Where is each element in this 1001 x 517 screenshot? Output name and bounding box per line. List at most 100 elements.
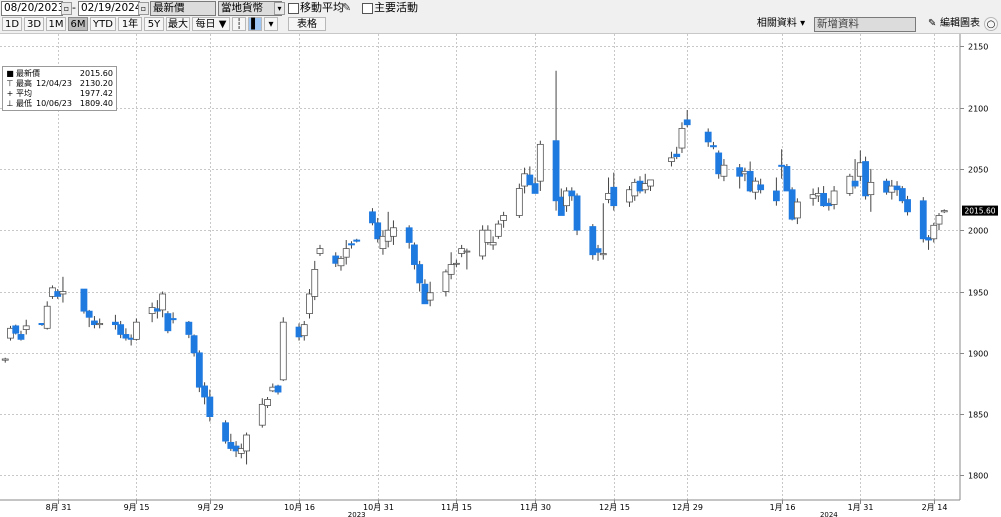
candle-body bbox=[222, 422, 229, 442]
x-tick-label: 9月 29 bbox=[198, 503, 224, 512]
candle bbox=[337, 255, 345, 271]
candle bbox=[190, 334, 198, 357]
candle-body bbox=[316, 248, 324, 254]
legend-high-name: 最高 bbox=[16, 79, 32, 88]
candle bbox=[195, 350, 203, 393]
candle bbox=[452, 259, 460, 267]
y-tick-label: 1800 bbox=[968, 472, 988, 481]
candle-body bbox=[80, 288, 88, 312]
legend-row-average: + 平均 1977.42 bbox=[6, 89, 113, 99]
last-price-tag-label: 2015.60 bbox=[964, 207, 995, 216]
pencil-icon[interactable]: ✎ bbox=[342, 1, 352, 14]
y-tick-label: 2150 bbox=[968, 43, 988, 52]
zoom-icon[interactable]: ○ bbox=[984, 17, 998, 31]
legend-last-value: 2015.60 bbox=[79, 69, 113, 78]
candle bbox=[757, 178, 765, 194]
moving-average-label: 移動平均 bbox=[300, 1, 344, 14]
candle bbox=[379, 230, 387, 255]
period-1y-button[interactable]: 1年 bbox=[118, 17, 142, 31]
candle-body bbox=[59, 291, 67, 295]
candle bbox=[164, 311, 172, 334]
period-1m-button[interactable]: 1M bbox=[46, 17, 66, 31]
candle bbox=[809, 188, 817, 206]
related-data-button[interactable]: 相關資料 ▾ bbox=[756, 18, 806, 29]
candle bbox=[904, 195, 911, 216]
candle bbox=[772, 177, 780, 206]
major-events-checkbox[interactable] bbox=[362, 3, 373, 14]
period-ytd-button[interactable]: YTD bbox=[90, 17, 116, 31]
chart-toolbar-top: 08/20/2023 ▫ - 02/19/2024 ▫ 最新價 當地貨幣 ▾ 移… bbox=[0, 0, 1001, 16]
candle bbox=[851, 159, 859, 189]
candle bbox=[715, 150, 723, 179]
legend-row-low: ⊥ 最低 10/06/23 1809.40 bbox=[6, 99, 113, 109]
chart-legend: ■ 最新價 2015.60 ⊤ 最高 12/04/23 2130.20 + 平均… bbox=[2, 66, 117, 111]
period-1d-button[interactable]: 1D bbox=[2, 17, 22, 31]
candle bbox=[91, 316, 98, 329]
candle-body bbox=[227, 441, 235, 449]
candle-body bbox=[206, 396, 214, 418]
edit-chart-button[interactable]: 編輯圖表 bbox=[940, 18, 980, 29]
x-tick-label: 10月 16 bbox=[284, 503, 315, 512]
candle-body bbox=[715, 152, 723, 175]
last-price-tag-group: 2015.60 bbox=[962, 205, 998, 216]
candle bbox=[610, 172, 618, 211]
candle bbox=[778, 149, 786, 179]
price-chart[interactable]: 1800 1850 1900 1950 2000 2050 2100 2150 8月 31 9月… bbox=[0, 34, 1001, 517]
candle-body bbox=[589, 226, 597, 256]
candle-body bbox=[935, 215, 943, 225]
currency-dropdown[interactable]: 當地貨幣 bbox=[218, 1, 282, 16]
candle-body bbox=[683, 119, 691, 126]
candle-body bbox=[940, 210, 948, 213]
candle bbox=[536, 140, 544, 191]
candle bbox=[306, 289, 313, 319]
legend-row-high: ⊤ 最高 12/04/23 2130.20 bbox=[6, 79, 113, 89]
moving-average-checkbox[interactable] bbox=[288, 3, 299, 14]
candle bbox=[573, 193, 581, 236]
y-tick-label: 2050 bbox=[968, 166, 988, 175]
date-separator: - bbox=[72, 1, 76, 14]
end-calendar-icon[interactable]: ▫ bbox=[138, 2, 149, 15]
candle bbox=[348, 241, 355, 249]
chevron-down-icon[interactable]: ▾ bbox=[274, 2, 285, 15]
add-data-field[interactable]: 新增資料 bbox=[814, 17, 916, 32]
candle-body bbox=[463, 250, 471, 253]
candle-body bbox=[809, 194, 817, 199]
candle bbox=[390, 220, 397, 245]
frequency-dropdown[interactable]: 每日 ▼ bbox=[192, 17, 230, 31]
period-5y-button[interactable]: 5Y bbox=[144, 17, 164, 31]
candlestick-icon[interactable]: ┆ bbox=[232, 17, 246, 31]
legend-average-value: 1977.42 bbox=[79, 89, 113, 98]
candle bbox=[132, 318, 140, 341]
candle-body bbox=[43, 305, 51, 329]
candle bbox=[940, 209, 948, 214]
candle-body bbox=[668, 157, 675, 162]
candle-body bbox=[426, 292, 434, 301]
chart-type-chevron-icon[interactable]: ▾ bbox=[264, 17, 278, 31]
table-button[interactable]: 表格 bbox=[288, 17, 326, 31]
candle bbox=[201, 382, 208, 405]
candle bbox=[720, 159, 728, 182]
period-3d-button[interactable]: 3D bbox=[24, 17, 44, 31]
candle bbox=[85, 309, 93, 328]
start-calendar-icon[interactable]: ▫ bbox=[61, 2, 72, 15]
price-field-dropdown[interactable]: 最新價 bbox=[150, 1, 216, 16]
legend-low-name: 最低 bbox=[16, 99, 32, 108]
candle bbox=[531, 177, 539, 194]
candle-body bbox=[22, 325, 30, 330]
candle-body bbox=[641, 183, 649, 191]
bar-chart-icon[interactable]: ▌ bbox=[248, 17, 262, 31]
start-date-field[interactable]: 08/20/2023 bbox=[1, 1, 63, 16]
candle-body bbox=[85, 310, 93, 318]
candle-body bbox=[573, 195, 581, 231]
edit-chart-pencil-icon[interactable]: ✎ bbox=[928, 18, 937, 29]
candle bbox=[342, 240, 350, 265]
x-tick-label: 11月 15 bbox=[441, 503, 472, 512]
x-tick-label: 8月 31 bbox=[46, 503, 72, 512]
candle bbox=[515, 183, 523, 218]
period-max-button[interactable]: 最大 bbox=[166, 17, 190, 31]
period-6m-button[interactable]: 6M bbox=[68, 17, 88, 31]
candle bbox=[568, 187, 576, 201]
candle-body bbox=[369, 211, 376, 224]
end-date-field[interactable]: 02/19/2024 bbox=[78, 1, 140, 16]
candle bbox=[426, 281, 434, 307]
